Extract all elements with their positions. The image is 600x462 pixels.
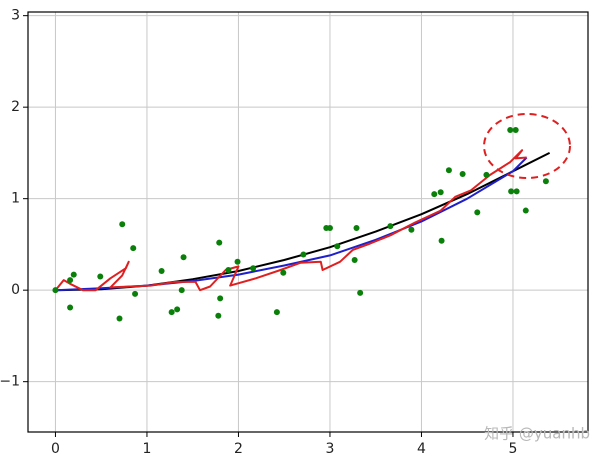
point — [119, 221, 126, 228]
x-tick-label: 1 — [142, 441, 151, 457]
y-tick-label: 2 — [11, 99, 20, 115]
plot-area — [28, 12, 588, 432]
point — [178, 287, 185, 294]
y-tick-label: 1 — [11, 191, 20, 207]
point — [300, 251, 307, 258]
point — [168, 309, 175, 316]
point — [273, 309, 280, 316]
point — [67, 304, 74, 311]
x-tick-label: 3 — [325, 441, 334, 457]
point — [408, 226, 415, 233]
y-tick-label: 0 — [11, 282, 20, 298]
point — [67, 277, 74, 284]
point — [326, 224, 333, 231]
point — [445, 167, 452, 174]
point — [522, 207, 529, 214]
point — [334, 243, 341, 250]
highlight-ellipse — [483, 113, 571, 179]
point — [217, 295, 224, 302]
point — [459, 170, 466, 177]
point — [508, 188, 515, 195]
point — [474, 209, 481, 216]
x-tick-label: 4 — [417, 441, 426, 457]
point — [250, 265, 257, 272]
point — [280, 269, 287, 276]
plot-layer — [28, 12, 588, 432]
point — [512, 127, 519, 134]
point — [130, 245, 137, 252]
point — [234, 258, 241, 265]
point — [431, 191, 438, 198]
point — [174, 306, 181, 313]
point — [387, 223, 394, 230]
line — [54, 149, 527, 292]
point — [215, 312, 222, 319]
y-tick-label: 3 — [11, 8, 20, 24]
plot-frame — [27, 11, 589, 433]
point — [437, 189, 444, 196]
point — [542, 178, 549, 185]
point — [507, 127, 514, 134]
point — [97, 273, 104, 280]
point — [216, 239, 223, 246]
point — [438, 237, 445, 244]
point — [483, 171, 490, 178]
y-tick-label: −1 — [0, 374, 20, 390]
point — [225, 267, 232, 274]
point — [357, 289, 364, 296]
point — [132, 290, 139, 297]
point — [180, 254, 187, 261]
x-tick-label: 5 — [509, 441, 518, 457]
point — [116, 315, 123, 322]
point — [52, 287, 59, 294]
point — [70, 271, 77, 278]
point — [513, 188, 520, 195]
x-tick-label: 0 — [51, 441, 60, 457]
point — [158, 267, 165, 274]
point — [353, 224, 360, 231]
watermark: 知乎 @yuanhb — [484, 425, 590, 443]
x-tick-label: 2 — [234, 441, 243, 457]
point — [351, 256, 358, 263]
